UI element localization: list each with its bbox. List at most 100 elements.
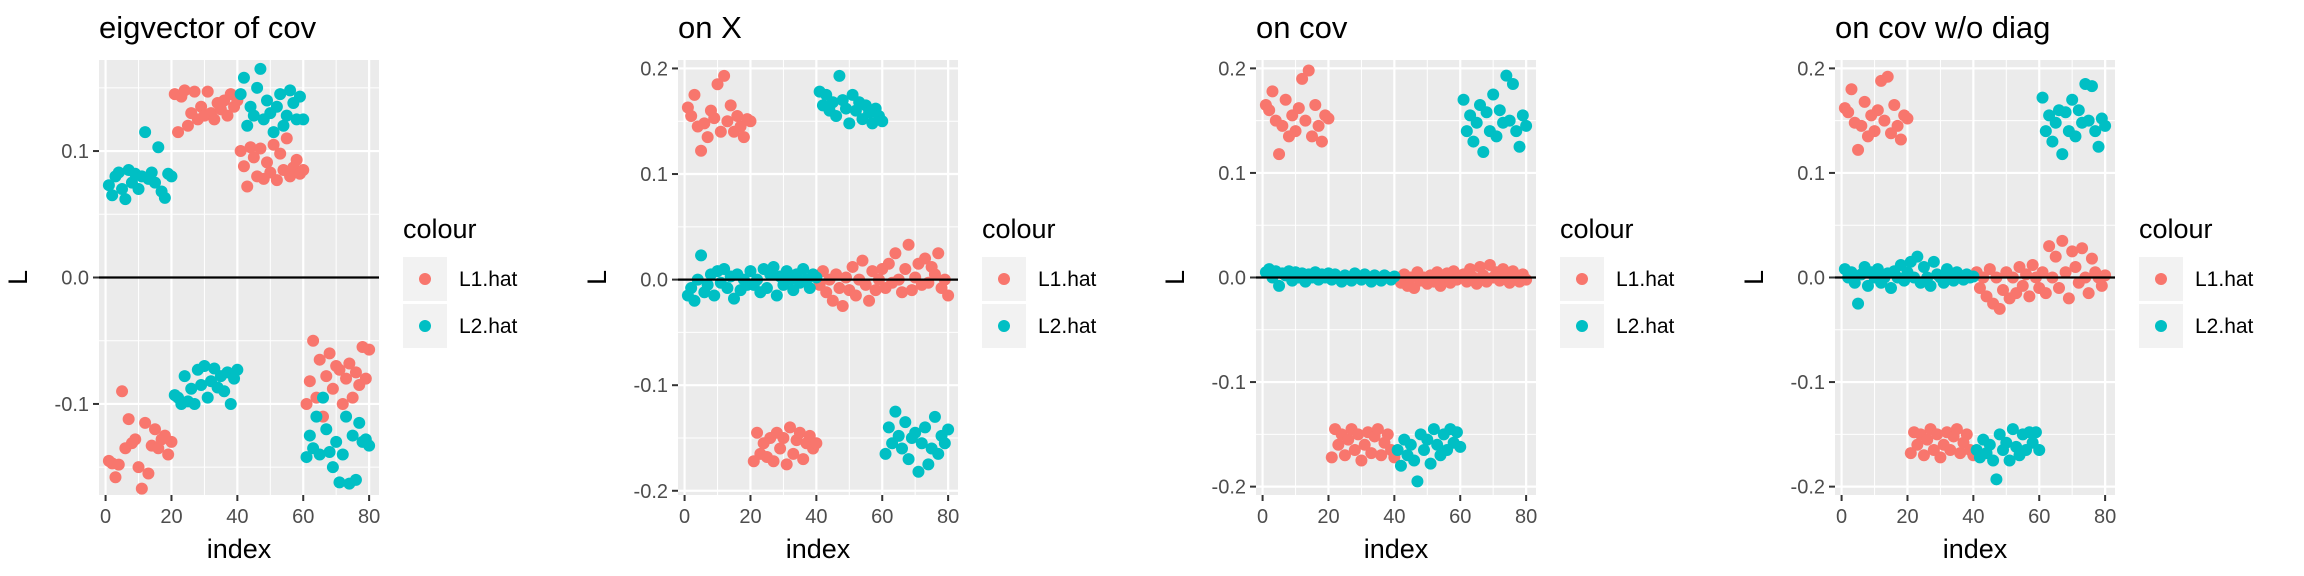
y-tick-label: -0.1 [1212, 372, 1246, 394]
legend-marker [2155, 273, 2167, 285]
data-point-l2-hat [1924, 279, 1937, 292]
data-point-l2-hat [1848, 276, 1861, 289]
data-point-l1-hat [731, 109, 744, 122]
data-point-l1-hat [1279, 93, 1292, 106]
data-point-l1-hat [1983, 263, 1996, 276]
chart-panel-1 [93, 60, 447, 501]
data-point-l1-hat [2036, 266, 2049, 279]
legend-title: colour [403, 214, 477, 244]
data-point-l2-hat [1418, 444, 1430, 457]
legend-label: L2.hat [1616, 315, 1675, 338]
data-point-l2-hat [2003, 454, 2016, 467]
data-point-l2-hat [1871, 263, 1884, 276]
data-point-l2-hat [310, 410, 323, 423]
data-point-l1-hat [780, 458, 793, 471]
y-tick-label: -0.2 [634, 481, 668, 503]
data-point-l1-hat [320, 370, 333, 383]
data-point-l1-hat [201, 85, 214, 98]
y-tick-label: 0.1 [1218, 163, 1246, 185]
legend-marker [2155, 320, 2167, 332]
data-point-l1-hat [1901, 112, 1914, 125]
data-point-l1-hat [1944, 444, 1957, 457]
data-point-l2-hat [1987, 454, 2000, 467]
data-point-l1-hat [2062, 292, 2075, 305]
data-point-l1-hat [1855, 119, 1868, 132]
data-point-l2-hat [178, 370, 191, 383]
data-point-l1-hat [2043, 240, 2056, 253]
data-point-l1-hat [1289, 125, 1302, 138]
data-point-l1-hat [1276, 119, 1289, 132]
data-point-l2-hat [149, 176, 161, 189]
data-point-l2-hat [797, 263, 810, 276]
data-point-l1-hat [695, 144, 708, 157]
data-point-l2-hat [323, 446, 336, 459]
data-point-l2-hat [721, 282, 734, 295]
data-point-l1-hat [905, 284, 918, 297]
data-point-l1-hat [2023, 290, 2036, 303]
chart-panel-3 [1250, 60, 1604, 501]
data-point-l2-hat [102, 179, 115, 192]
data-point-l2-hat [280, 109, 293, 122]
data-point-l1-hat [1993, 302, 2006, 315]
data-point-l1-hat [1954, 447, 1967, 460]
data-point-l1-hat [122, 413, 135, 426]
data-point-l2-hat [330, 435, 343, 448]
data-point-l2-hat [112, 166, 125, 179]
data-point-l1-hat [267, 138, 280, 151]
data-point-l1-hat [303, 375, 316, 388]
x-tick-label: 80 [1515, 506, 1537, 528]
data-point-l1-hat [116, 385, 129, 398]
data-point-l2-hat [1516, 109, 1529, 122]
data-point-l1-hat [708, 112, 721, 125]
data-point-l1-hat [1894, 133, 1907, 146]
data-point-l1-hat [2095, 279, 2108, 292]
data-point-l1-hat [896, 286, 908, 299]
data-point-l2-hat [1513, 140, 1526, 153]
data-point-l1-hat [300, 397, 313, 410]
data-point-l1-hat [846, 260, 859, 273]
data-point-l1-hat [2049, 250, 2062, 263]
data-point-l1-hat [856, 254, 869, 267]
x-tick-label: 20 [739, 506, 761, 528]
data-point-l1-hat [1888, 98, 1901, 111]
data-point-l1-hat [346, 391, 359, 404]
data-point-l1-hat [1868, 125, 1881, 138]
data-point-l1-hat [1950, 423, 1963, 436]
data-point-l1-hat [744, 115, 757, 128]
y-tick-label: 0.1 [61, 141, 89, 163]
y-tick-label: 0.2 [640, 58, 668, 80]
y-tick-label: -0.1 [55, 394, 89, 416]
data-point-l1-hat [343, 357, 356, 370]
data-point-l1-hat [181, 119, 194, 132]
data-point-l1-hat [1375, 449, 1388, 462]
data-point-l1-hat [685, 109, 698, 122]
data-point-l1-hat [1891, 119, 1904, 132]
data-point-l1-hat [714, 125, 727, 138]
data-point-l1-hat [237, 160, 250, 173]
x-tick-label: 40 [226, 506, 248, 528]
data-point-l2-hat [932, 447, 945, 460]
data-point-l1-hat [165, 435, 178, 448]
data-point-l1-hat [247, 151, 260, 164]
data-point-l1-hat [1960, 428, 1973, 441]
chart-panel-4 [1829, 60, 2183, 501]
data-point-l2-hat [346, 429, 359, 442]
data-point-l1-hat [221, 109, 234, 122]
data-point-l2-hat [2085, 80, 2098, 93]
data-point-l2-hat [303, 429, 316, 442]
data-point-l1-hat [1520, 273, 1533, 286]
data-point-l1-hat [1845, 83, 1858, 96]
legend-title: colour [2139, 214, 2213, 244]
y-tick-label: 0.1 [640, 164, 668, 186]
data-point-l1-hat [132, 461, 145, 474]
data-point-l1-hat [1871, 104, 1884, 117]
data-point-l1-hat [698, 117, 711, 130]
data-point-l1-hat [109, 471, 122, 484]
data-point-l2-hat [274, 88, 287, 101]
data-point-l2-hat [1457, 93, 1470, 106]
x-tick-label: 60 [2028, 506, 2050, 528]
data-point-l1-hat [188, 85, 201, 98]
data-point-l1-hat [1921, 433, 1934, 446]
legend-marker [1576, 273, 1588, 285]
chart-title: on cov [1256, 10, 1348, 45]
